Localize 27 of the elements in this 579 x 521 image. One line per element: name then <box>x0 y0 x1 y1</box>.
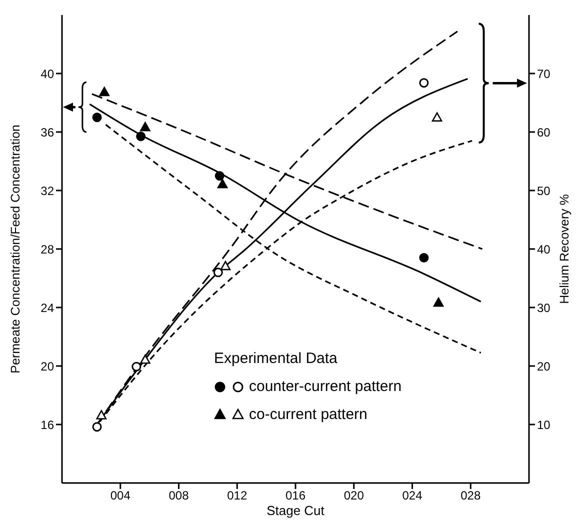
x-tick-label: 012 <box>227 488 248 503</box>
y2-tick-label: 20 <box>537 359 551 374</box>
y2-tick-label: 10 <box>537 418 551 432</box>
legend-title: Experimental Data <box>214 349 338 369</box>
x-tick-label: 004 <box>110 488 131 503</box>
y-tick-label: 24 <box>40 300 54 315</box>
x-tick-label: 024 <box>402 488 423 503</box>
x-tick-label: 028 <box>460 488 481 503</box>
x-tick-label: 008 <box>168 488 190 503</box>
y2-tick-label: 70 <box>537 66 551 81</box>
x-tick-label: 016 <box>285 488 306 503</box>
y-tick-label: 36 <box>40 125 54 140</box>
x-tick-label: 020 <box>344 488 364 503</box>
x-axis-title: Stage Cut <box>266 503 325 518</box>
y-tick-label: 16 <box>40 418 54 432</box>
y2-tick-label: 60 <box>537 125 551 140</box>
y-tick-label: 20 <box>40 359 54 374</box>
y2-tick-label: 30 <box>537 300 551 315</box>
y-tick-label: 28 <box>40 242 54 256</box>
y-tick-label: 32 <box>40 184 54 198</box>
y-axis-title: Permeate Concentration/Feed Concentration <box>8 124 22 374</box>
legend-label: co-current pattern <box>249 405 368 425</box>
legend-label: counter-current pattern <box>249 377 402 397</box>
y2-axis-title: Helium Recovery % <box>557 194 572 304</box>
y2-tick-label: 50 <box>537 184 551 198</box>
y2-tick-label: 40 <box>537 242 551 256</box>
y-tick-label: 40 <box>40 66 54 81</box>
